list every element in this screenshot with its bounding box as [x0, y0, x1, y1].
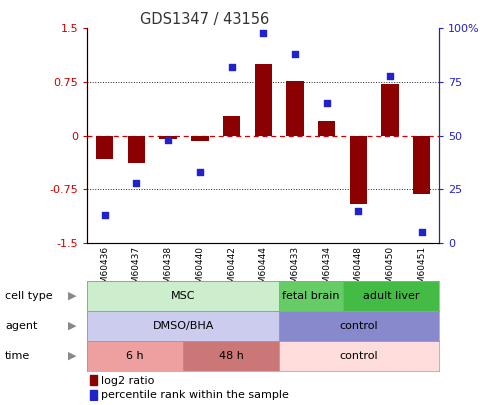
Text: ▶: ▶ — [68, 351, 77, 361]
Bar — [343, 281, 439, 311]
Point — [291, 51, 299, 58]
Point — [132, 180, 140, 186]
Text: cell type: cell type — [5, 291, 52, 301]
Text: adult liver: adult liver — [363, 291, 419, 301]
Text: DMSO/BHA: DMSO/BHA — [153, 321, 214, 331]
Bar — [286, 81, 303, 136]
Point — [164, 137, 172, 143]
Bar — [128, 136, 145, 163]
Bar — [254, 64, 272, 136]
Text: control: control — [340, 351, 378, 361]
Point — [418, 229, 426, 236]
Point — [101, 212, 109, 218]
Bar — [96, 136, 113, 159]
Point — [196, 169, 204, 175]
Bar — [318, 122, 335, 136]
Point — [323, 100, 331, 107]
Bar — [381, 84, 399, 136]
Bar — [279, 311, 439, 341]
Text: log2 ratio: log2 ratio — [101, 375, 155, 386]
Text: ▶: ▶ — [68, 321, 77, 331]
Bar — [87, 311, 279, 341]
Bar — [279, 281, 343, 311]
Bar — [191, 136, 209, 141]
Bar — [159, 136, 177, 139]
Bar — [223, 116, 240, 136]
Text: 6 h: 6 h — [126, 351, 144, 361]
Text: GDS1347 / 43156: GDS1347 / 43156 — [140, 12, 269, 27]
Text: time: time — [5, 351, 30, 361]
Text: percentile rank within the sample: percentile rank within the sample — [101, 390, 289, 400]
Point — [354, 207, 362, 214]
Text: fetal brain: fetal brain — [282, 291, 340, 301]
Bar — [183, 341, 279, 371]
Text: ▶: ▶ — [68, 291, 77, 301]
Text: control: control — [340, 321, 378, 331]
Bar — [90, 375, 97, 386]
Text: agent: agent — [5, 321, 37, 331]
Text: 48 h: 48 h — [219, 351, 244, 361]
Bar — [279, 341, 439, 371]
Text: MSC: MSC — [171, 291, 196, 301]
Bar — [87, 281, 279, 311]
Bar — [413, 136, 431, 194]
Point — [228, 64, 236, 70]
Point — [386, 72, 394, 79]
Bar — [87, 341, 183, 371]
Bar — [350, 136, 367, 204]
Bar — [90, 390, 97, 399]
Point — [259, 30, 267, 36]
